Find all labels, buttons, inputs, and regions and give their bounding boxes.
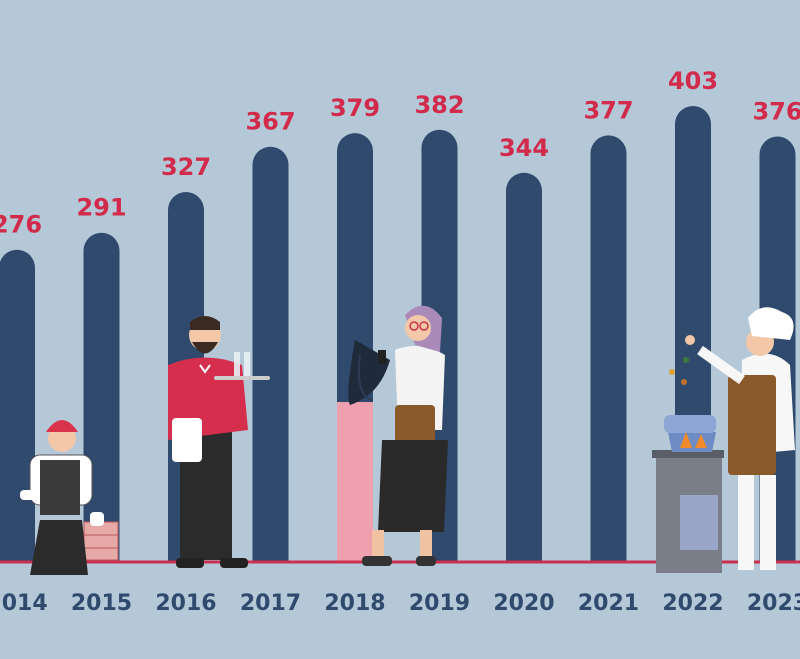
value-label-2015: 291 xyxy=(76,194,126,222)
year-label-2018: 2018 xyxy=(324,591,385,616)
value-label-2023: 376 xyxy=(752,98,800,126)
year-label-2019: 2019 xyxy=(409,591,470,616)
chef-figure xyxy=(652,307,795,573)
year-label-2020: 2020 xyxy=(493,591,554,616)
bricklayer-figure xyxy=(20,420,119,575)
hairdresser-figure xyxy=(348,305,448,566)
value-label-2020: 344 xyxy=(499,134,549,162)
bars-group xyxy=(0,106,796,563)
bar-2014 xyxy=(0,249,35,562)
year-label-2017: 2017 xyxy=(240,591,301,616)
value-labels-group: 276 291 327 367 379 382 344 377 403 376 xyxy=(0,67,800,239)
value-label-2016: 327 xyxy=(161,153,211,181)
year-labels-group: 2014 2015 2016 2017 2018 2019 2020 2021 2022 2023 xyxy=(0,591,800,616)
value-label-2019: 382 xyxy=(414,91,464,119)
year-label-2016: 2016 xyxy=(155,591,216,616)
year-label-2021: 2021 xyxy=(578,591,639,616)
bar-2017 xyxy=(252,146,289,562)
waiter-figure xyxy=(168,316,270,568)
year-label-2014: 2014 xyxy=(0,591,48,616)
value-label-2017: 367 xyxy=(245,108,295,136)
bar-2021 xyxy=(590,135,627,562)
value-label-2014: 276 xyxy=(0,211,42,239)
value-label-2022: 403 xyxy=(668,67,718,95)
year-label-2022: 2022 xyxy=(662,591,723,616)
value-label-2018: 379 xyxy=(330,94,380,122)
value-label-2021: 377 xyxy=(583,96,633,124)
bar-2020 xyxy=(506,172,542,562)
bar-highlight-2018 xyxy=(337,402,373,562)
year-label-2023: 2023 xyxy=(747,591,800,616)
year-label-2015: 2015 xyxy=(71,591,132,616)
